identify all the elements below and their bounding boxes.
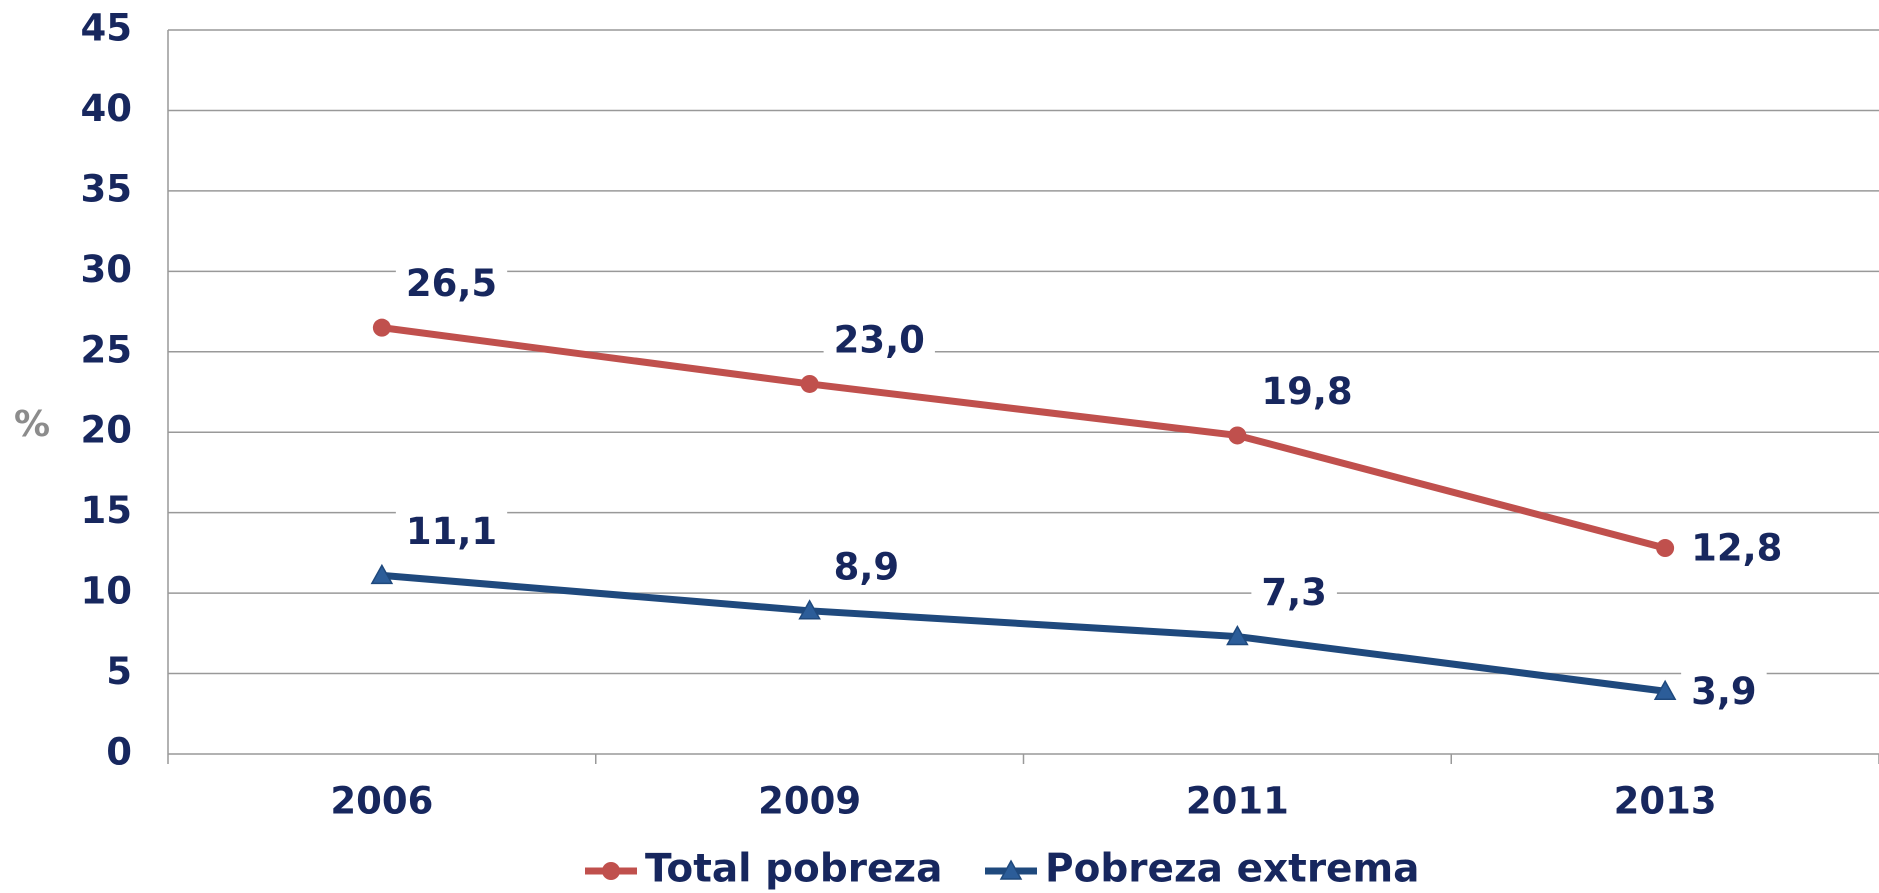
series-line bbox=[381, 324, 1667, 552]
x-tick-label: 2013 bbox=[1614, 780, 1717, 823]
label-bg bbox=[1251, 571, 1337, 615]
y-tick-label: 45 bbox=[81, 7, 133, 50]
label-bg bbox=[1251, 369, 1363, 413]
data-label: 19,8 bbox=[1261, 370, 1352, 413]
marker bbox=[1226, 625, 1249, 646]
label-bg bbox=[1681, 669, 1767, 713]
x-tick-label: 2006 bbox=[330, 780, 433, 823]
y-tick-label: 5 bbox=[106, 650, 132, 693]
marker bbox=[798, 599, 821, 620]
marker bbox=[800, 374, 819, 393]
label-bg bbox=[823, 545, 910, 589]
y-tick-label: 0 bbox=[106, 731, 132, 774]
data-label: 8,9 bbox=[834, 545, 900, 588]
y-tick-label: 40 bbox=[81, 87, 133, 130]
marker bbox=[370, 563, 394, 585]
marker bbox=[1653, 679, 1677, 701]
label-bg bbox=[395, 262, 508, 306]
x-tick-label: 2011 bbox=[1186, 780, 1289, 823]
y-tick-label: 30 bbox=[81, 248, 133, 291]
y-tick-label: 25 bbox=[81, 328, 133, 371]
y-axis-label: % bbox=[14, 404, 50, 445]
legend-marker bbox=[602, 862, 620, 880]
marker bbox=[1656, 539, 1675, 558]
x-tick-label: 2009 bbox=[758, 780, 861, 823]
y-tick-label: 10 bbox=[81, 570, 133, 613]
label-bg bbox=[1681, 526, 1793, 570]
marker bbox=[1228, 426, 1247, 445]
legend-label: Total pobreza bbox=[645, 847, 942, 892]
y-tick-label: 20 bbox=[81, 409, 133, 452]
data-label: 26,5 bbox=[406, 262, 497, 305]
data-label: 23,0 bbox=[834, 318, 925, 361]
data-label: 12,8 bbox=[1691, 527, 1782, 570]
marker bbox=[372, 318, 391, 337]
data-label: 7,3 bbox=[1261, 571, 1327, 614]
series-line bbox=[381, 571, 1666, 695]
y-tick-label: 35 bbox=[81, 167, 133, 210]
legend-marker bbox=[999, 859, 1023, 880]
y-tick-label: 15 bbox=[81, 489, 133, 532]
label-bg bbox=[395, 509, 508, 553]
label-bg bbox=[823, 318, 935, 362]
legend-label: Pobreza extrema bbox=[1045, 847, 1419, 892]
data-label: 11,1 bbox=[406, 510, 497, 553]
data-label: 3,9 bbox=[1691, 670, 1757, 713]
